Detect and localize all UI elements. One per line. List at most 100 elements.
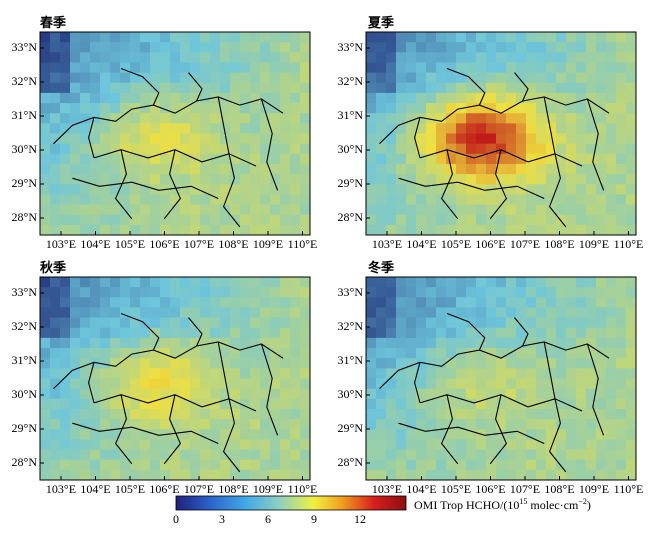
map-grid-cell xyxy=(626,92,637,104)
map-grid-cell xyxy=(626,52,637,63)
map-grid-cell xyxy=(80,348,91,359)
map-grid-cell xyxy=(90,297,101,308)
map-grid-cell xyxy=(120,42,131,53)
map-grid-cell xyxy=(70,307,81,318)
map-grid-cell xyxy=(80,194,91,205)
lon-label: 106°E xyxy=(475,482,506,496)
map-grid-cell xyxy=(100,398,111,410)
map-grid-cell xyxy=(586,287,597,298)
map-grid-cell xyxy=(280,32,291,43)
map-grid-cell xyxy=(140,163,151,175)
map-grid-cell xyxy=(130,368,141,379)
map-grid-cell xyxy=(606,224,617,236)
map-grid-cell xyxy=(240,287,251,298)
map-grid-cell xyxy=(40,378,51,390)
map-grid-cell xyxy=(220,348,231,359)
map-grid-cell xyxy=(250,184,261,195)
map-grid-cell xyxy=(466,82,477,94)
map-grid-cell xyxy=(466,287,477,298)
map-grid-cell xyxy=(586,358,597,369)
map-grid-cell xyxy=(150,398,161,410)
map-grid-cell xyxy=(566,449,577,461)
map-grid-cell xyxy=(110,72,121,84)
map-grid-cell xyxy=(200,388,211,400)
lat-label: 31°N xyxy=(337,353,363,367)
map-grid-cell xyxy=(130,449,141,461)
map-grid-cell xyxy=(170,174,181,185)
map-grid-cell xyxy=(130,287,141,298)
map-grid-cell xyxy=(140,42,151,53)
map-grid-cell xyxy=(466,224,477,236)
map-grid-cell xyxy=(50,419,61,430)
map-grid-cell xyxy=(230,153,241,165)
map-grid-cell xyxy=(606,287,617,298)
map-grid-cell xyxy=(416,398,427,410)
map-grid-cell xyxy=(90,277,101,288)
map-grid-cell xyxy=(546,348,557,359)
map-grid-cell xyxy=(290,327,301,339)
map-grid-cell xyxy=(616,378,627,390)
map-grid-cell xyxy=(190,184,201,195)
map-grid-cell xyxy=(110,378,121,390)
map-grid-cell xyxy=(40,52,51,63)
map-grid-cell xyxy=(50,92,61,104)
map-grid-cell xyxy=(466,194,477,205)
map-grid-cell xyxy=(416,317,427,329)
map-grid-cell xyxy=(300,204,311,216)
map-grid-cell xyxy=(506,378,517,390)
map-grid-cell xyxy=(486,378,497,390)
map-grid-cell xyxy=(190,348,201,359)
map-grid-cell xyxy=(200,32,211,43)
map-grid-cell xyxy=(250,277,261,288)
map-grid-cell xyxy=(100,277,111,288)
map-grid-cell xyxy=(230,194,241,205)
map-grid-cell xyxy=(376,419,387,430)
map-grid-cell xyxy=(40,174,51,185)
map-grid-cell xyxy=(556,143,567,155)
map-grid-cell xyxy=(586,62,597,73)
map-grid-cell xyxy=(190,42,201,53)
map-grid-cell xyxy=(260,449,271,461)
map-grid-cell xyxy=(170,214,181,226)
map-grid-cell xyxy=(140,287,151,298)
map-grid-cell xyxy=(496,388,507,400)
map-grid-cell xyxy=(386,368,397,379)
map-grid-cell xyxy=(90,82,101,94)
map-grid-cell xyxy=(150,307,161,318)
map-grid-cell xyxy=(436,388,447,400)
map-grid-cell xyxy=(250,92,261,104)
map-grid-cell xyxy=(210,113,221,124)
map-grid-cell xyxy=(110,123,121,134)
map-grid-cell xyxy=(130,429,141,440)
map-grid-cell xyxy=(180,153,191,165)
map-grid-cell xyxy=(406,337,417,349)
map-grid-cell xyxy=(70,224,81,236)
map-grid-cell xyxy=(290,113,301,124)
map-grid-cell xyxy=(456,163,467,175)
map-grid-cell xyxy=(626,337,637,349)
map-grid-cell xyxy=(120,378,131,390)
map-grid-cell xyxy=(536,358,547,369)
map-grid-cell xyxy=(536,92,547,104)
map-grid-cell xyxy=(70,408,81,420)
map-grid-cell xyxy=(260,32,271,43)
map-grid-cell xyxy=(280,348,291,359)
map-grid-cell xyxy=(190,174,201,185)
map-grid-cell xyxy=(506,408,517,420)
map-grid-cell xyxy=(586,42,597,53)
map-grid-cell xyxy=(60,52,71,63)
map-grid-cell xyxy=(366,184,377,195)
map-grid-cell xyxy=(586,398,597,410)
map-grid-cell xyxy=(300,103,311,114)
map-grid-cell xyxy=(40,62,51,73)
map-grid-cell xyxy=(416,214,427,226)
map-grid-cell xyxy=(220,388,231,400)
map-grid-cell xyxy=(586,368,597,379)
map-grid-cell xyxy=(406,358,417,369)
map-grid-cell xyxy=(220,103,231,114)
map-grid-cell xyxy=(260,214,271,226)
map-grid-cell xyxy=(596,429,607,440)
map-grid-cell xyxy=(396,204,407,216)
map-grid-cell xyxy=(200,419,211,430)
map-grid-cell xyxy=(626,204,637,216)
